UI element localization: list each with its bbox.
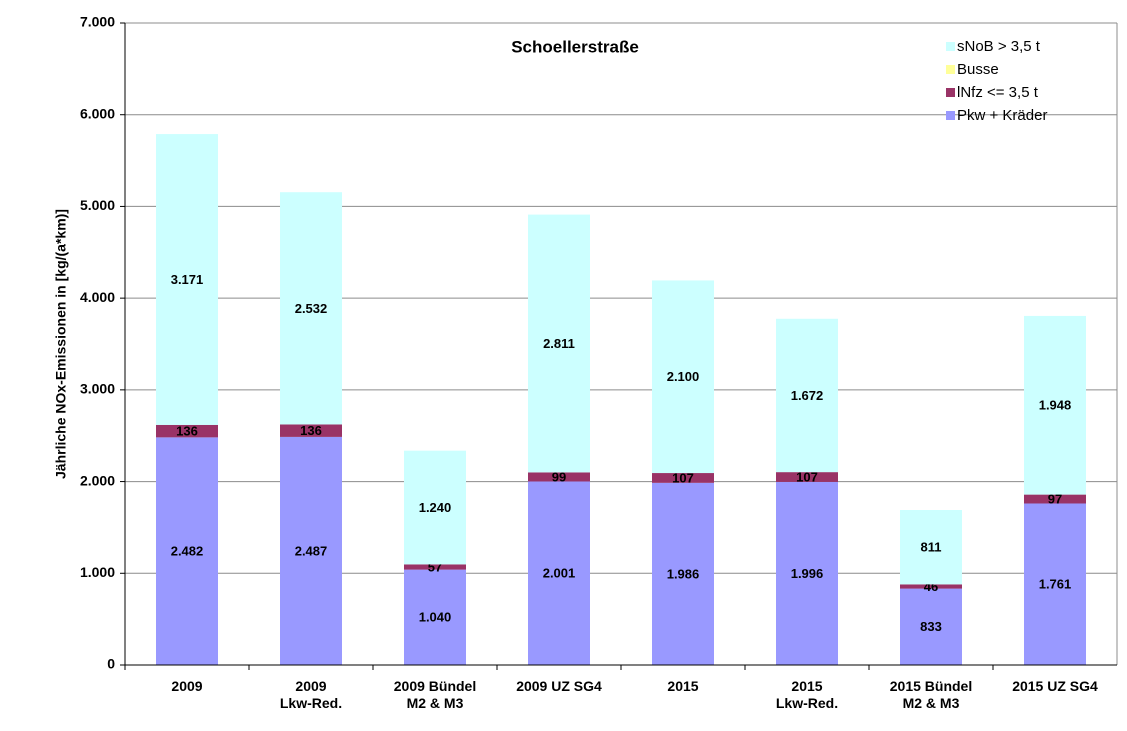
y-tick-label: 1.000: [80, 564, 115, 580]
bar-segment: [900, 510, 962, 585]
bar-segment: [404, 564, 466, 570]
data-label: 1.672: [791, 388, 824, 403]
data-label: 1.240: [419, 500, 452, 515]
y-tick-label: 7.000: [80, 14, 115, 30]
y-tick-label: 2.000: [80, 472, 115, 488]
bar-segment: [280, 192, 342, 425]
data-label: 107: [796, 469, 818, 484]
legend-swatch: [946, 111, 955, 120]
data-label: 833: [920, 619, 942, 634]
data-label: 2.100: [667, 369, 700, 384]
bar-segment: [528, 214, 590, 473]
bar-segment: [1024, 503, 1086, 665]
y-axis-label: Jährliche NOx-Emissionen in [kg/(a*km)]: [53, 209, 69, 479]
bar-segment: [528, 481, 590, 665]
legend-label: Pkw + Kräder: [957, 107, 1047, 124]
x-tick-label: 2015 UZ SG4: [1012, 678, 1098, 694]
bar-segment: [900, 588, 962, 665]
bar-segment: [652, 473, 714, 483]
data-label: 3.171: [171, 272, 204, 287]
y-tick-label: 3.000: [80, 381, 115, 397]
data-label: 1.986: [667, 566, 700, 581]
data-label: 99: [552, 469, 566, 484]
data-label: 1.996: [791, 566, 824, 581]
bar-segment: [280, 424, 342, 437]
legend-label: lNfz <= 3,5 t: [957, 84, 1039, 101]
y-tick-label: 0: [107, 656, 115, 672]
data-label: 97: [1048, 491, 1062, 506]
bar-segment: [1024, 315, 1086, 495]
bar-segment: [156, 424, 218, 438]
y-tick-label: 4.000: [80, 289, 115, 305]
legend-label: Busse: [957, 61, 999, 78]
bar-segment: [404, 569, 466, 665]
bar-segment: [652, 482, 714, 665]
legend-label: sNoB > 3,5 t: [957, 38, 1041, 55]
x-tick-label: 2009 Lkw-Red.: [279, 678, 343, 711]
x-tick-label: 2015 Lkw-Red.: [775, 678, 839, 711]
data-label: 2.532: [295, 301, 328, 316]
data-label: 2.487: [295, 543, 328, 558]
data-label: 2.811: [543, 336, 575, 351]
bar-segment: [280, 436, 342, 665]
data-label: 136: [300, 423, 322, 438]
data-label: 811: [921, 540, 942, 555]
data-label: 2.482: [171, 544, 204, 559]
data-label: 136: [176, 424, 198, 439]
bar-segment: [776, 472, 838, 482]
bar-segment: [404, 450, 466, 565]
data-label: 1.948: [1039, 398, 1072, 413]
chart-title: Schoellerstraße: [511, 37, 639, 56]
legend-swatch: [946, 88, 955, 97]
data-label: 1.040: [419, 610, 452, 625]
x-tick-label: 2015 Bündel M2 & M3: [889, 678, 973, 711]
data-label: 1.761: [1039, 577, 1072, 592]
legend-swatch: [946, 65, 955, 74]
x-tick-label: 2009 UZ SG4: [516, 678, 602, 694]
y-tick-label: 6.000: [80, 105, 115, 121]
x-tick-label: 2015: [667, 678, 699, 694]
bar-segment: [776, 318, 838, 473]
data-label: 107: [672, 470, 694, 485]
bar-segment: [776, 481, 838, 665]
bar-segment: [652, 280, 714, 474]
y-tick-label: 5.000: [80, 197, 115, 213]
bar-segment: [528, 472, 590, 482]
legend-swatch: [946, 42, 955, 51]
x-tick-label: 2009 Bündel M2 & M3: [393, 678, 477, 711]
bar-segment: [900, 584, 962, 589]
x-tick-label: 2009: [171, 678, 203, 694]
data-label: 2.001: [543, 566, 576, 581]
bar-segment: [1024, 494, 1086, 504]
bar-segment: [156, 134, 218, 425]
bar-segment: [156, 437, 218, 665]
